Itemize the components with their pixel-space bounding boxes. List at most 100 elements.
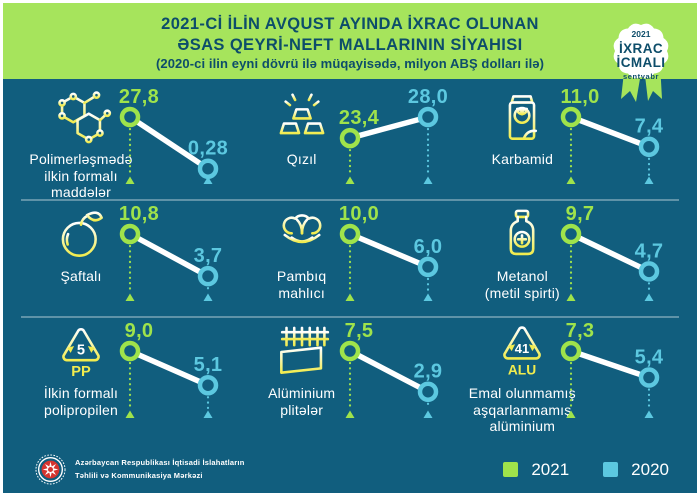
trend-line: [568, 114, 652, 150]
baseline-arrow: [125, 293, 135, 301]
dot-2021: [560, 223, 582, 245]
item-trend-chart: 9,7 4,7: [560, 203, 664, 301]
dot-2020: [197, 265, 218, 287]
item-label-line: alüminium: [489, 418, 556, 435]
methanol-bottle-icon: [509, 209, 535, 256]
subtitle: (2020-ci ilin eyni dövrü ilə müqayisədə,…: [155, 56, 545, 72]
svg-text:PP: PP: [71, 364, 91, 380]
badge-title-line2: İCMALI: [617, 55, 666, 70]
item-info: 41 ALU Emal olunmamış aşqarlanmamış alümin…: [466, 321, 578, 435]
value-2021: 7,3: [566, 320, 595, 342]
item-label-line: polipropilen: [43, 401, 118, 418]
org-name-line1: Azərbaycan Respublikası İqtisadi İslahat…: [75, 457, 245, 467]
export-item-card: 41 ALU Emal olunmamış aşqarlanmamış alümin…: [460, 316, 683, 435]
item-label: İlkin formalı polipropilen: [25, 385, 137, 418]
item-trend-chart: 27,8 0,28: [119, 86, 228, 184]
cotton-boll-icon: [282, 214, 322, 244]
item-label-line: plitələr: [280, 401, 324, 418]
item-label: Pambıq mahlıcı: [246, 268, 358, 301]
badge-month: sentyabr: [623, 72, 659, 81]
export-item-card: Metanol (metil spirti) 9,7 4,7: [460, 199, 681, 316]
trend-line: [126, 231, 211, 279]
footer: Azərbaycan Respublikası İqtisadi İslahat…: [35, 454, 669, 485]
value-2020: 5,1: [193, 354, 222, 376]
baseline-arrow: [203, 176, 213, 184]
item-trend-chart: 7,3 5,4: [543, 317, 683, 431]
svg-text:ALU: ALU: [508, 362, 536, 377]
badge-seal-icon: 2021 İXRAC İCMALI sentyabr: [613, 23, 669, 102]
svg-text:5: 5: [77, 343, 85, 359]
year-review-badge: 2021 İXRAC İCMALI sentyabr: [597, 5, 685, 107]
item-trend-chart: 7,3 5,4: [560, 320, 664, 418]
value-2020: 28,0: [408, 86, 448, 108]
value-2020: 3,7: [193, 245, 222, 267]
polymer-molecule-icon-box: [25, 87, 137, 149]
trend-line: [347, 348, 432, 395]
trend-line: [347, 114, 432, 141]
item-trend-chart: 10,8 3,7: [102, 200, 242, 314]
dot-2021: [119, 340, 140, 362]
peach-icon-box: [25, 204, 137, 266]
item-trend-chart: 23,4 28,0: [322, 83, 462, 197]
export-item-card: Pambıq mahlıcı 10,0 6,0: [240, 199, 461, 316]
item-label: Karbamid: [466, 151, 578, 168]
recycle-pp-icon-box: 5 PP: [25, 321, 137, 383]
polymer-molecule-icon: [58, 91, 112, 144]
dot-2021: [340, 223, 361, 245]
fertilizer-bag-icon: [508, 95, 538, 140]
item-label-line: maddələr: [51, 184, 111, 201]
value-2020: 4,7: [635, 240, 664, 262]
recycle-pp-icon: 5 PP: [62, 328, 100, 380]
baseline-arrow: [203, 293, 213, 301]
item-trend-chart: 9,0 5,1: [102, 317, 242, 431]
title-line2: ƏSAS QEYRİ-NEFT MALLARININ SİYAHISI: [177, 35, 523, 54]
export-item-card: Qızıl 23,4 28,0: [240, 82, 461, 199]
aluminium-plates-icon-box: [246, 321, 358, 383]
item-label: Şaftalı: [25, 268, 137, 285]
baseline-arrow: [423, 176, 433, 184]
item-label: Polimerləşmədə ilkin formalı maddələr: [25, 151, 137, 201]
item-label: Emal olunmamış aşqarlanmamış alüminium: [466, 385, 578, 435]
cotton-boll-icon-box: [246, 204, 358, 266]
gold-bars-icon-box: [246, 87, 358, 149]
value-2020: 2,9: [414, 361, 443, 383]
value-2020: 6,0: [414, 236, 443, 258]
item-label-line: Emal olunmamış: [468, 385, 576, 401]
title-line1: 2021-Cİ İLİN AVQUST AYINDA İXRAC OLUNAN: [161, 15, 539, 33]
dot-2021: [560, 340, 582, 362]
dot-2021: [560, 106, 582, 128]
legend-label: 2021: [531, 459, 570, 479]
header-band: 2021-Cİ İLİN AVQUST AYINDA İXRAC OLUNAN …: [3, 3, 697, 79]
item-label-line: ilkin formalı: [44, 167, 118, 184]
value-2021: 9,7: [566, 203, 595, 225]
value-2020: 0,28: [188, 138, 228, 160]
export-item-card: 5 PP İlkin formalı polipropilen 9,0 5,1: [19, 316, 240, 433]
item-trend-chart: 10,0 6,0: [322, 200, 462, 314]
value-2021: 10,8: [119, 203, 159, 225]
peach-icon: [61, 211, 103, 257]
dot-2020: [197, 374, 218, 396]
item-trend-chart: 7,5 2,9: [322, 317, 462, 431]
value-2021: 27,8: [119, 86, 159, 108]
fertilizer-bag-icon-box: [466, 87, 578, 149]
svg-text:41: 41: [515, 341, 529, 356]
item-trend-chart: 27,8 0,28: [102, 83, 242, 197]
trend-line: [568, 348, 652, 381]
export-item-card: Alüminium plitələr 7,5 2,9: [240, 316, 461, 433]
item-trend-chart: 11,0 7,4: [560, 86, 664, 184]
item-info: Qızıl: [246, 87, 358, 168]
value-2021: 11,0: [560, 86, 599, 108]
org-name-line2: Təhlili və Kommunikasiya Mərkəzi: [75, 470, 203, 480]
trend-line: [126, 348, 211, 388]
value-2021: 9,0: [124, 320, 153, 342]
item-trend-chart: 11,0 7,4: [543, 83, 683, 197]
infographic-canvas: 2021-Cİ İLİN AVQUST AYINDA İXRAC OLUNAN …: [3, 3, 697, 493]
row-divider: [21, 199, 679, 201]
dot-2020: [197, 158, 218, 179]
recycle-alu-icon: 41 ALU: [503, 326, 542, 377]
legend-swatch: [503, 462, 519, 477]
baseline-arrow: [566, 410, 576, 418]
organization-block: Azərbaycan Respublikası İqtisadi İslahat…: [35, 454, 244, 485]
dot-2021: [340, 340, 361, 362]
